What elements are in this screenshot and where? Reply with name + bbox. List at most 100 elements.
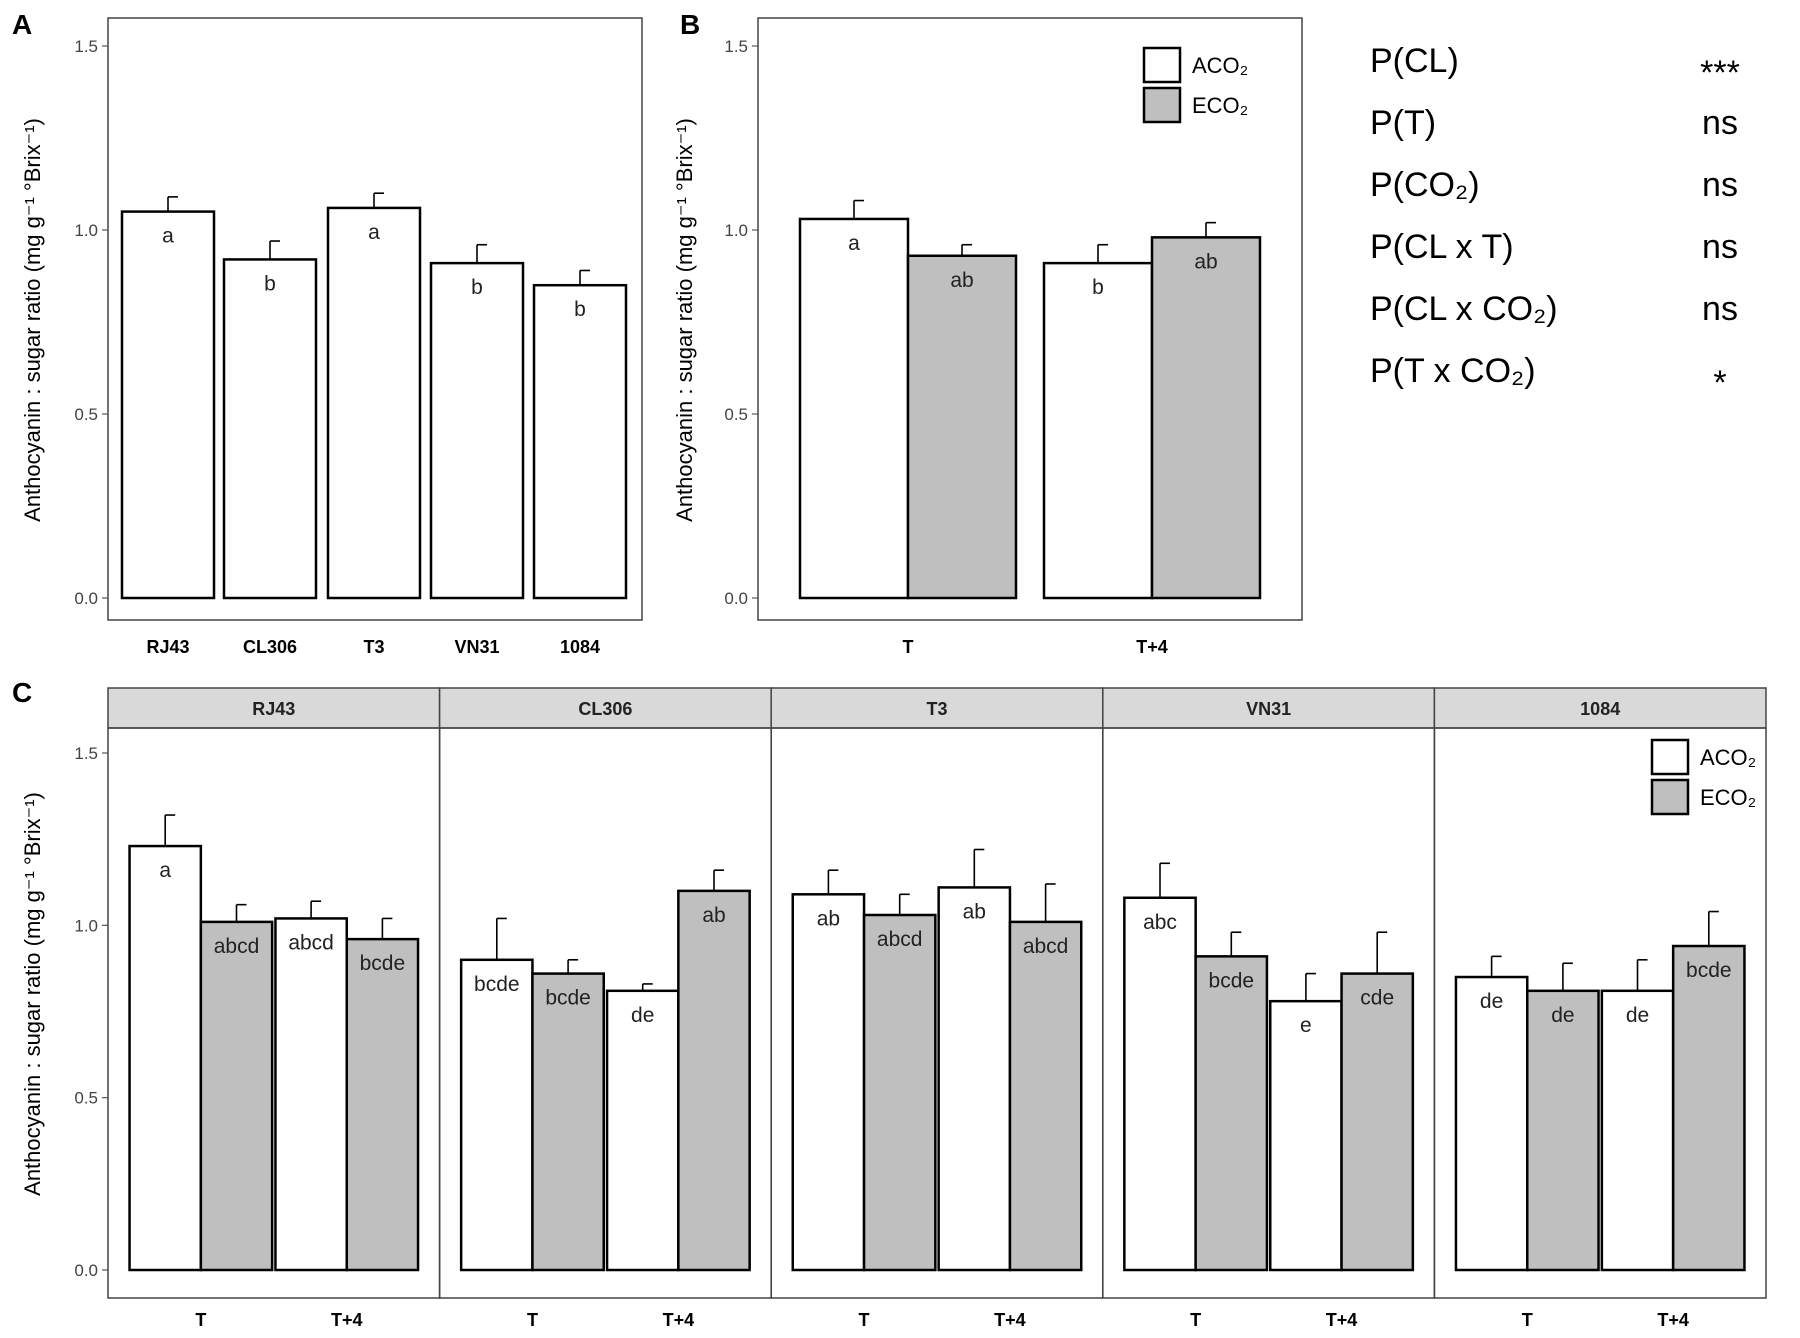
panel-c-rj43-strip (107, 687, 441, 729)
panel-c-cl306-aco2-sig-letter: de (631, 1004, 654, 1027)
stats-value: ns (1702, 228, 1738, 266)
panel-c-t3-eco2-sig-letter: abcd (877, 928, 923, 951)
panel-c-t3-eco2-sig-letter: abcd (1023, 935, 1069, 958)
panel-b-aco2-sig-letter: b (1092, 276, 1104, 299)
panel-c-1084-aco2-sig-letter: de (1480, 990, 1503, 1013)
panel-c-vn31-strip (1102, 687, 1436, 729)
panel-b-frame (757, 17, 1303, 621)
panel-b-aco2-bar (798, 217, 910, 600)
panel-a-xtick-label: VN31 (454, 637, 499, 657)
panel-b-eco2-sig-letter: ab (1194, 250, 1217, 273)
panel-c-ytick-label: 0.0 (74, 1261, 98, 1280)
panel-c: C 0.0 0.5 1.0 1.5 Anthocyanin : sugar ratio … (12, 677, 1767, 1330)
panel-c-cl306-aco2-sig-letter: bcde (474, 973, 520, 996)
panel-c-1084-xtick-label: T (1522, 1310, 1533, 1330)
panel-c-vn31-xtick-label: T+4 (1326, 1310, 1358, 1330)
panel-c-vn31-aco2-sig-letter: abc (1143, 911, 1177, 934)
panel-a-frame (107, 17, 643, 621)
panel-b-xtick-label: T (903, 637, 914, 657)
panel-c-rj43-eco2-sig-letter: abcd (214, 935, 260, 958)
stats-term: P(CL x T) (1370, 228, 1514, 266)
panel-a-xtick-label: T3 (363, 637, 384, 657)
stats-term: P(T) (1370, 104, 1436, 142)
panel-a-cl306-bar (222, 258, 318, 600)
panel-b-eco2-bar (906, 254, 1018, 600)
stats-term: P(T x CO₂) (1370, 352, 1536, 390)
panel-c-1084-aco2-bar (1600, 989, 1675, 1272)
panel-c-legend-eco2-swatch (1650, 778, 1690, 816)
stats-value: ns (1702, 104, 1738, 142)
panel-c-rj43-eco2-sig-letter: bcde (360, 952, 406, 975)
panel-c-vn31-aco2-sig-letter: e (1300, 1014, 1312, 1037)
panel-c-1084-eco2-sig-letter: de (1551, 1004, 1574, 1027)
panel-a-xtick-label: RJ43 (146, 637, 189, 657)
panel-a-ytick-label: 0.5 (74, 405, 98, 424)
panel-c-cl306-eco2-bar (677, 889, 751, 1272)
stats-value: *** (1700, 54, 1740, 92)
panel-b-label: B (680, 9, 700, 40)
panel-a-1084-sig-letter: b (574, 298, 586, 321)
panel-c-t3-xtick-label: T+4 (994, 1310, 1026, 1330)
panel-c-rj43-eco2-bar (199, 920, 274, 1272)
stats-value: ns (1702, 290, 1738, 328)
panel-b-legend-eco2-swatch (1142, 86, 1182, 124)
panel-b-ytick-label: 1.5 (724, 37, 748, 56)
panel-b-xtick-label: T+4 (1136, 637, 1168, 657)
panel-c-t3-xtick-label: T (859, 1310, 870, 1330)
panel-a-cl306-sig-letter: b (264, 272, 276, 295)
panel-c-rj43-xtick-label: T (195, 1310, 206, 1330)
panel-a-t3-sig-letter: a (368, 221, 380, 244)
panel-c-t3-aco2-bar (791, 893, 866, 1272)
stats-value: ns (1702, 166, 1738, 204)
panel-c-legend-eco2-label: ECO₂ (1700, 785, 1756, 810)
panel-b-aco2-sig-letter: a (848, 232, 860, 255)
panel-c-t3-eco2-bar (862, 913, 937, 1272)
panel-c-legend-aco2-swatch (1650, 738, 1690, 776)
panel-c-vn31-aco2-bar (1269, 999, 1343, 1272)
panel-c-1084-eco2-sig-letter: bcde (1686, 959, 1732, 982)
panel-c-vn31-strip-label: VN31 (1246, 699, 1291, 719)
panel-c-y-axis-label: Anthocyanin : sugar ratio (mg g⁻¹ °Brix⁻… (20, 792, 45, 1196)
panel-c-rj43-aco2-bar (274, 917, 349, 1272)
panel-a-ytick-label: 0.0 (74, 589, 98, 608)
panel-c-rj43-aco2-sig-letter: abcd (288, 931, 334, 954)
panel-b-eco2-bar (1150, 236, 1262, 600)
stats-term: P(CL x CO₂) (1370, 290, 1558, 328)
panel-b-eco2-sig-letter: ab (950, 269, 973, 292)
panel-c-t3-aco2-sig-letter: ab (817, 907, 840, 930)
panel-a-ytick-label: 1.0 (74, 221, 98, 240)
panel-b-ytick-label: 1.0 (724, 221, 748, 240)
panel-b-legend-aco2-label: ACO₂ (1192, 53, 1248, 78)
panel-a-y-axis-label: Anthocyanin : sugar ratio (mg g⁻¹ °Brix⁻… (20, 118, 45, 522)
panel-a-ytick-label: 1.5 (74, 37, 98, 56)
panel-c-t3-eco2-bar (1008, 920, 1083, 1272)
stats-value: * (1713, 364, 1726, 402)
panel-b-legend-eco2-label: ECO₂ (1192, 93, 1248, 118)
panel-c-label: C (12, 677, 32, 708)
panel-c-cl306-xtick-label: T+4 (663, 1310, 695, 1330)
panel-c-cl306-strip-label: CL306 (578, 699, 632, 719)
panel-c-1084-frame (1433, 727, 1767, 1299)
panel-c-1084-eco2-bar (1671, 944, 1746, 1272)
panel-a-1084-bar (532, 283, 628, 600)
panel-c-vn31-xtick-label: T (1190, 1310, 1201, 1330)
panel-b: B 0.0 0.5 1.0 1.5 Anthocyanin : sugar ratio … (672, 9, 1303, 657)
panel-c-t3-strip-label: T3 (926, 699, 947, 719)
panel-c-vn31-eco2-sig-letter: bcde (1209, 969, 1255, 992)
panel-c-1084-aco2-sig-letter: de (1626, 1004, 1649, 1027)
panel-c-vn31-eco2-sig-letter: cde (1360, 987, 1394, 1010)
stats-term: P(CL) (1370, 42, 1459, 80)
panel-c-cl306-eco2-bar (531, 972, 605, 1272)
panel-b-aco2-bar (1042, 261, 1154, 600)
panel-b-ytick-label: 0.0 (724, 589, 748, 608)
panel-a: A 0.0 0.5 1.0 1.5 Anthocyanin : sugar ratio … (12, 9, 643, 657)
panel-c-ytick-label: 1.5 (74, 744, 98, 763)
panel-c-cl306-eco2-sig-letter: ab (702, 904, 725, 927)
panel-c-t3-aco2-bar (937, 886, 1012, 1272)
panel-a-rj43-sig-letter: a (162, 225, 174, 248)
panel-b-legend-aco2-swatch (1142, 46, 1182, 84)
panel-a-t3-bar (326, 206, 422, 600)
panel-c-cl306-aco2-bar (459, 958, 534, 1272)
panel-c-t3-aco2-sig-letter: ab (963, 900, 986, 923)
